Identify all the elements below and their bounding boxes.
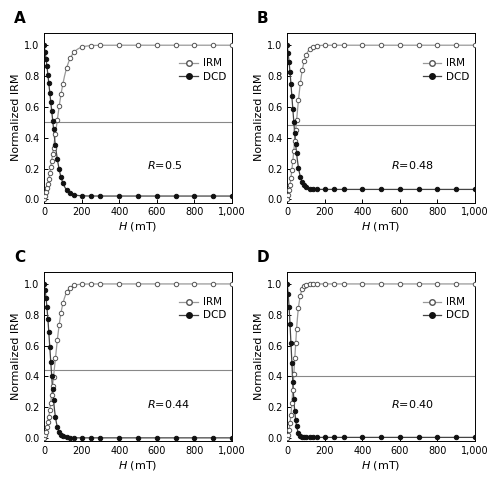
- Text: $R$=0.44: $R$=0.44: [148, 398, 190, 410]
- Legend: IRM, DCD: IRM, DCD: [180, 297, 227, 320]
- Y-axis label: Normalized IRM: Normalized IRM: [254, 313, 264, 400]
- Text: B: B: [257, 11, 268, 26]
- X-axis label: $H$ (mT): $H$ (mT): [362, 459, 401, 472]
- Legend: IRM, DCD: IRM, DCD: [422, 58, 470, 82]
- X-axis label: $H$ (mT): $H$ (mT): [118, 459, 158, 472]
- Y-axis label: Normalized IRM: Normalized IRM: [11, 313, 21, 400]
- Y-axis label: Normalized IRM: Normalized IRM: [11, 74, 21, 161]
- Text: D: D: [257, 250, 270, 265]
- Text: $R$=0.5: $R$=0.5: [148, 159, 183, 171]
- Y-axis label: Normalized IRM: Normalized IRM: [254, 74, 264, 161]
- Legend: IRM, DCD: IRM, DCD: [422, 297, 470, 320]
- X-axis label: $H$ (mT): $H$ (mT): [362, 220, 401, 233]
- X-axis label: $H$ (mT): $H$ (mT): [118, 220, 158, 233]
- Text: A: A: [14, 11, 26, 26]
- Legend: IRM, DCD: IRM, DCD: [180, 58, 227, 82]
- Text: $R$=0.48: $R$=0.48: [390, 159, 434, 171]
- Text: C: C: [14, 250, 25, 265]
- Text: $R$=0.40: $R$=0.40: [390, 398, 434, 410]
